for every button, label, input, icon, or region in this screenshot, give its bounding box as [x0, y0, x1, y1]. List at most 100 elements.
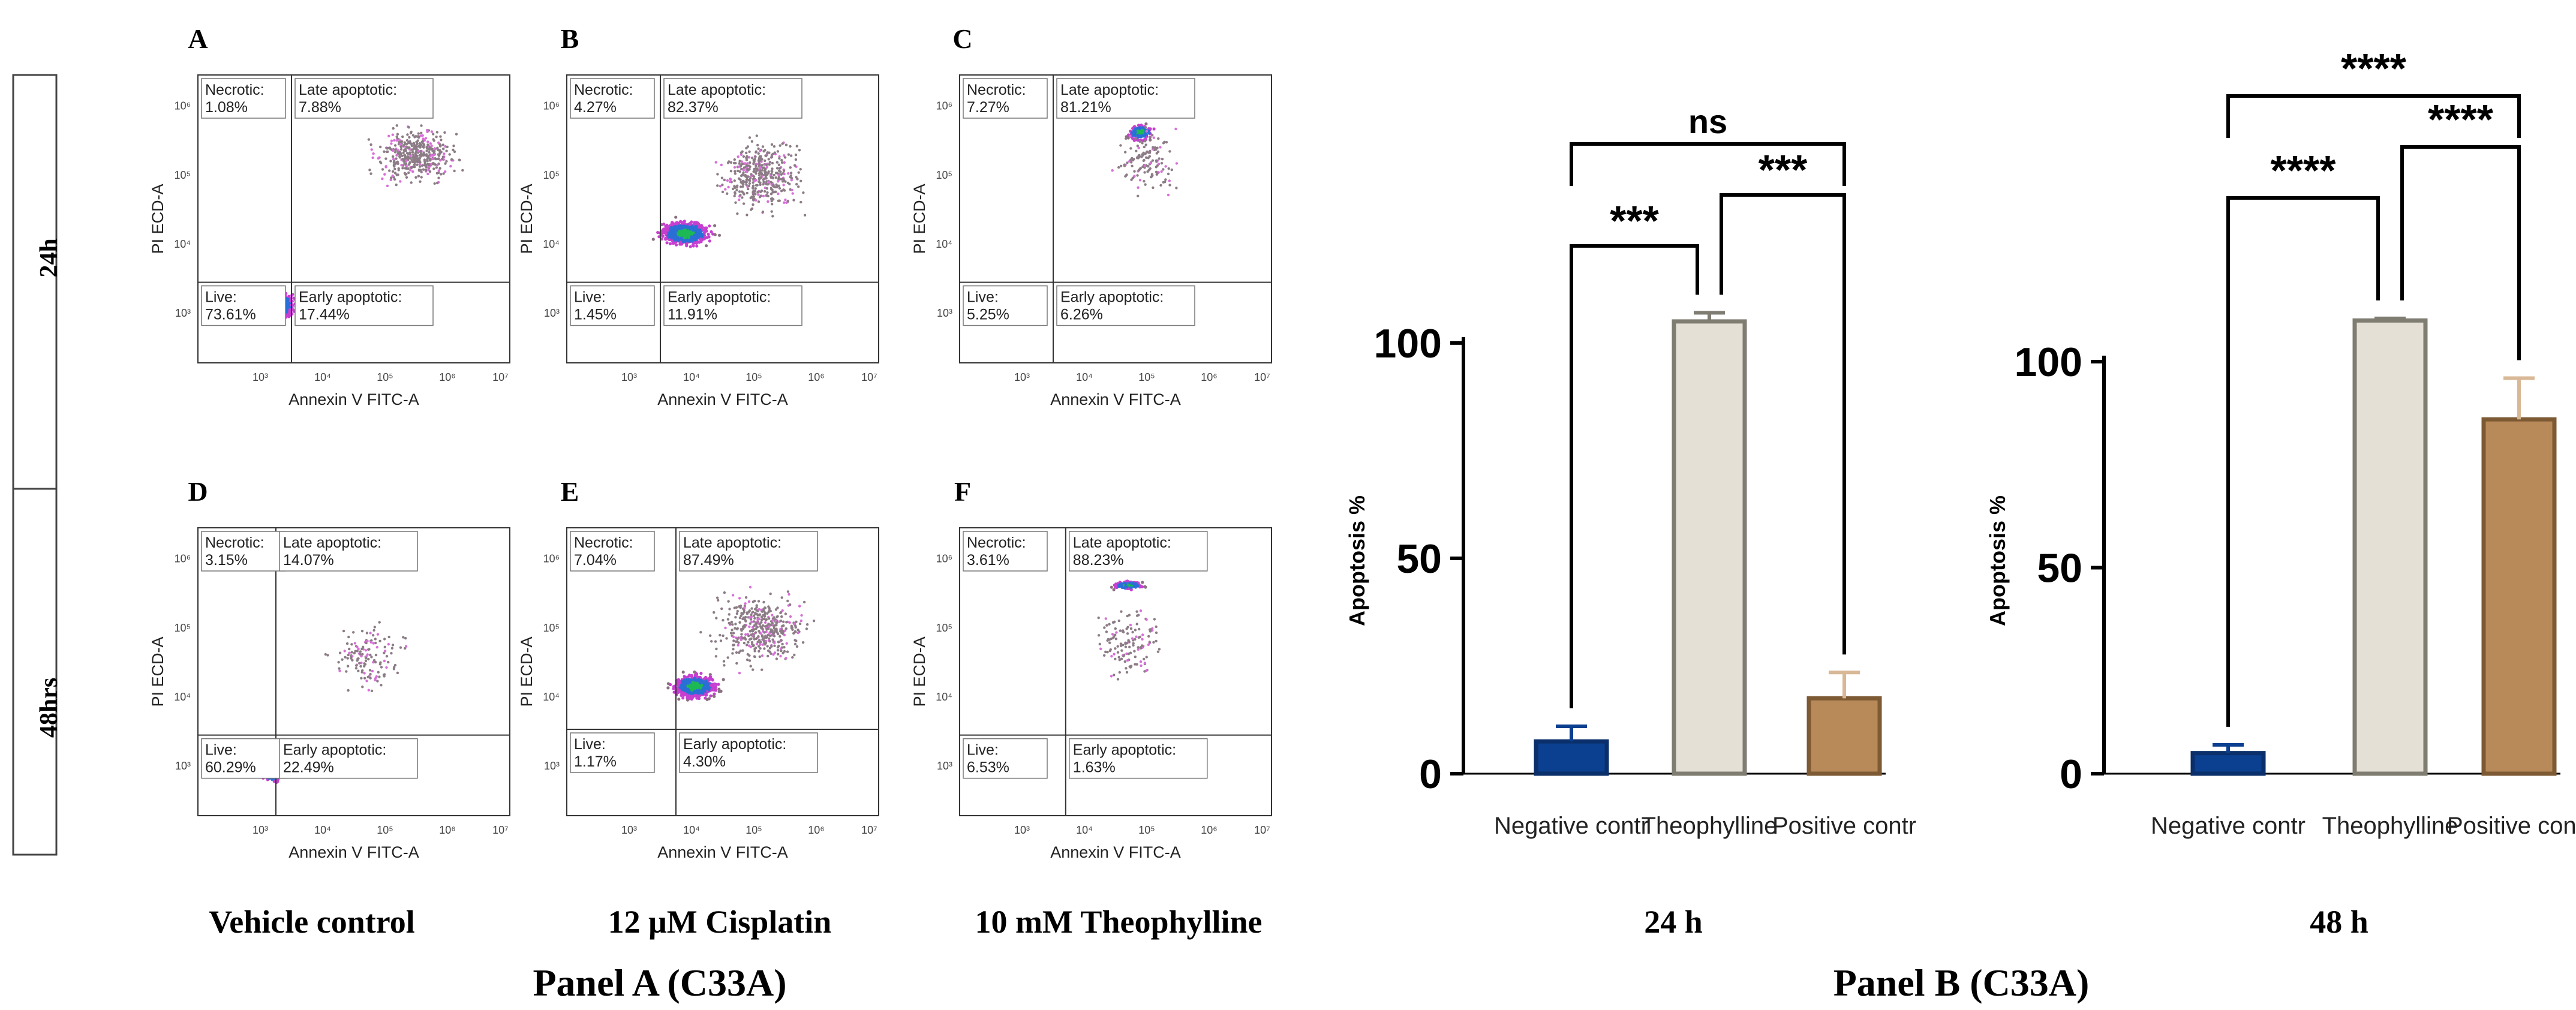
event-dot — [426, 158, 429, 162]
significance-bracket-0 — [1570, 244, 1699, 708]
quadrant-early-apoptotic-box — [279, 738, 418, 779]
event-dot — [380, 684, 383, 687]
quadrant-necrotic-value: 3.15% — [205, 552, 248, 569]
event-dot — [720, 607, 723, 611]
event-dot — [762, 638, 765, 641]
event-dot — [784, 612, 787, 615]
quadrant-live-label: Live: — [967, 742, 999, 759]
event-dot — [405, 176, 408, 179]
event-dot — [736, 609, 740, 613]
event-dot — [737, 177, 741, 180]
event-dot — [783, 633, 786, 637]
event-dot — [405, 159, 408, 163]
event-dot — [732, 635, 735, 639]
event-dot — [367, 657, 370, 661]
event-dot — [1135, 149, 1138, 152]
event-dot — [679, 220, 683, 224]
event-dot — [1175, 187, 1178, 190]
event-dot — [383, 659, 386, 663]
event-dot — [744, 602, 747, 605]
event-dot — [752, 158, 756, 162]
event-dot — [1129, 134, 1132, 138]
event-dot — [702, 231, 706, 235]
event-dot — [730, 620, 734, 624]
event-dot — [346, 665, 350, 668]
event-dot — [380, 666, 383, 669]
y-tick-label: 100 — [2015, 339, 2082, 385]
event-dot — [734, 172, 737, 175]
event-dot — [761, 627, 764, 631]
event-dot — [1139, 660, 1143, 663]
event-dot — [1119, 582, 1122, 586]
event-dot — [1129, 623, 1132, 627]
event-dot — [392, 158, 395, 161]
event-dot — [417, 135, 420, 138]
event-dot — [721, 184, 724, 187]
event-dot — [744, 633, 747, 636]
event-dot — [780, 649, 783, 653]
event-dot — [1110, 675, 1113, 678]
event-dot — [1105, 624, 1108, 627]
event-dot — [337, 661, 340, 664]
event-dot — [1126, 161, 1129, 164]
event-dot — [404, 647, 407, 650]
event-dot — [720, 176, 724, 179]
quadrant-early-apoptotic-label: Early apoptotic: — [683, 736, 786, 753]
event-dot — [1131, 127, 1135, 130]
event-dot — [343, 650, 346, 653]
event-dot — [1149, 161, 1152, 165]
event-dot — [437, 148, 440, 152]
event-dot — [1143, 657, 1146, 661]
event-dot — [378, 663, 382, 666]
event-dot — [744, 596, 748, 599]
event-dot — [791, 192, 794, 195]
event-dot — [1119, 144, 1122, 147]
event-dot — [1117, 166, 1120, 169]
bar-chart-48h: 0 50 100 Apoptosis % Negative contr Theophyll… — [1985, 45, 2576, 839]
event-dot — [380, 161, 383, 164]
event-dot — [781, 180, 784, 183]
event-dot — [414, 159, 417, 162]
event-dot — [1162, 181, 1165, 184]
event-dot — [764, 606, 767, 609]
event-dot — [1131, 630, 1134, 634]
event-dot — [285, 302, 289, 306]
event-dot — [754, 631, 758, 634]
quadrant-live-label: Live: — [574, 289, 606, 306]
event-dot — [1137, 646, 1140, 649]
event-dot — [369, 653, 372, 657]
event-dot — [413, 163, 416, 166]
event-dot — [414, 151, 418, 154]
event-dot — [1116, 645, 1119, 648]
event-dot — [756, 191, 759, 194]
event-dot — [272, 780, 276, 783]
event-dot — [347, 635, 350, 639]
event-dot — [698, 690, 701, 694]
event-dot — [355, 664, 358, 667]
event-dot — [695, 675, 699, 679]
event-dot — [405, 164, 408, 168]
event-dot — [1125, 667, 1128, 670]
event-dot — [395, 154, 398, 157]
event-dot — [729, 622, 732, 626]
event-dot — [735, 662, 738, 665]
event-dot — [1149, 136, 1152, 139]
event-dot — [748, 182, 752, 185]
event-dot — [1137, 186, 1140, 189]
event-dot — [726, 618, 730, 621]
event-dot — [740, 633, 743, 636]
event-dot — [435, 136, 438, 139]
x-axis-label: Annexin V FITC-A — [288, 843, 419, 861]
event-dot — [774, 172, 778, 175]
event-dot — [734, 201, 737, 204]
event-dot — [684, 686, 687, 690]
event-dot — [752, 620, 756, 623]
event-dot — [767, 194, 770, 198]
scatter-events — [1111, 122, 1179, 197]
event-dot — [755, 622, 758, 625]
event-dot — [758, 639, 761, 642]
event-dot — [743, 166, 746, 169]
event-dot — [731, 594, 735, 597]
event-dot — [404, 157, 407, 160]
event-dot — [803, 214, 807, 217]
